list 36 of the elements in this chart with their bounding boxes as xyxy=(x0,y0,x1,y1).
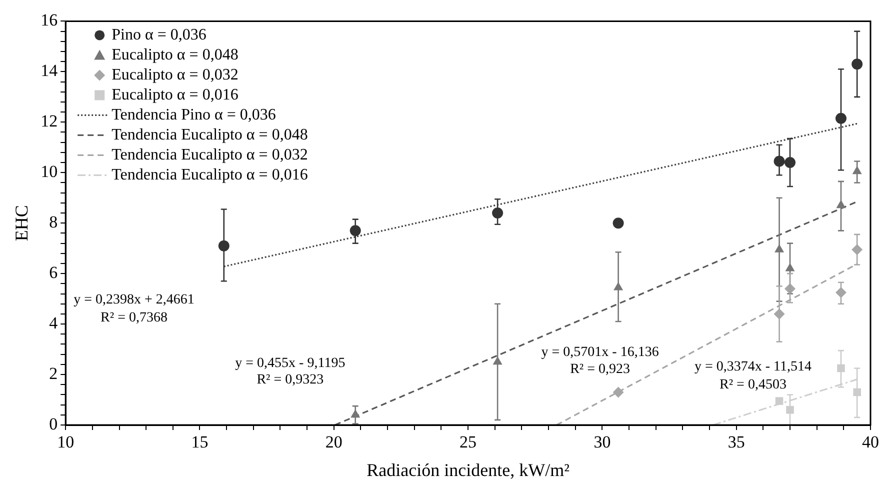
y-tick-label: 6 xyxy=(49,263,58,282)
y-axis-title: EHC xyxy=(12,205,32,242)
legend-label: Tendencia Eucalipto α = 0,032 xyxy=(112,146,308,164)
x-tick-label: 40 xyxy=(862,432,879,452)
legend-label: Tendencia Pino α = 0,036 xyxy=(112,106,276,124)
x-tick-label: 25 xyxy=(460,432,477,452)
y-tick-label: 8 xyxy=(49,212,58,232)
y-tick-label: 0 xyxy=(49,414,58,434)
annotation: R² = 0,4503 xyxy=(720,377,786,392)
annotation: R² = 0,7368 xyxy=(100,310,168,326)
annotation: y = 0,3374x - 11,514 xyxy=(694,360,812,375)
legend-label: Tendencia Eucalipto α = 0,048 xyxy=(112,126,308,144)
legend-label: Eucalipto α = 0,048 xyxy=(112,46,238,64)
legend-label: Eucalipto α = 0,016 xyxy=(112,86,238,104)
annotation: y = 0,455x - 9,1195 xyxy=(235,356,346,371)
point xyxy=(775,397,784,405)
point xyxy=(612,218,624,229)
x-axis-title: Radiación incidente, kW/m² xyxy=(366,460,570,480)
annotation: R² = 0,9323 xyxy=(256,372,324,388)
annotation: R² = 0,923 xyxy=(570,362,630,377)
y-tick-label: 16 xyxy=(40,10,58,30)
legend-label: Eucalipto α = 0,032 xyxy=(112,66,238,84)
y-tick-label: 10 xyxy=(40,162,58,182)
y-tick-label: 14 xyxy=(40,61,58,80)
x-tick-label: 30 xyxy=(594,432,611,452)
annotation: y = 0,5701x - 16,136 xyxy=(541,344,659,360)
annotation: y = 0,2398x + 2,4661 xyxy=(74,292,194,308)
x-tick-label: 20 xyxy=(325,432,342,452)
x-tick-label: 15 xyxy=(191,432,208,452)
legend-label: Tendencia Eucalipto α = 0,016 xyxy=(112,166,308,184)
x-tick-label: 35 xyxy=(728,432,745,452)
point xyxy=(612,386,624,398)
legend-label: Pino α = 0,036 xyxy=(112,26,206,44)
y-tick-label: 4 xyxy=(49,314,58,333)
y-tick-label: 12 xyxy=(40,112,58,131)
y-tick-label: 2 xyxy=(49,364,58,383)
